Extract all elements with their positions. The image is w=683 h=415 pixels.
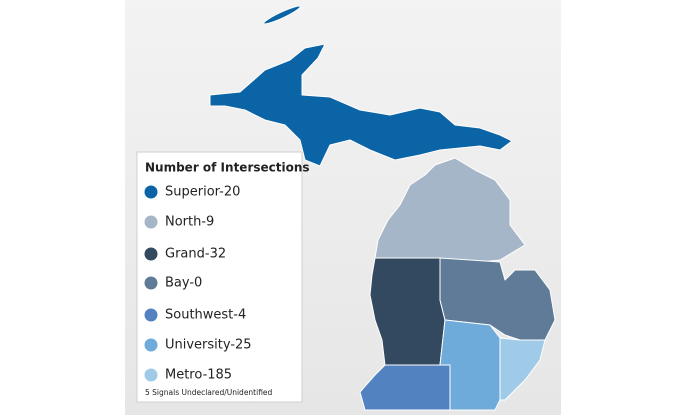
legend-marker xyxy=(144,308,158,322)
legend-label: Southwest-4 xyxy=(165,308,246,323)
region-superior xyxy=(209,43,513,167)
legend-label: Bay-0 xyxy=(165,276,202,291)
region-university xyxy=(439,319,501,411)
legend-label: North-9 xyxy=(165,215,214,230)
legend-title: Number of Intersections xyxy=(145,161,310,175)
legend-items: Superior-20 North-9 Grand-32 Bay-0 Southwest… xyxy=(144,185,252,383)
legend-note: 5 Signals Undeclared/Unidentified xyxy=(145,388,273,397)
legend-label: Superior-20 xyxy=(165,185,240,200)
region-metro xyxy=(499,337,546,401)
legend-label: University-25 xyxy=(165,338,252,353)
legend-label: Grand-32 xyxy=(165,247,226,262)
legend-box xyxy=(136,151,303,403)
legend-marker xyxy=(144,185,158,199)
legend-marker xyxy=(144,368,158,382)
legend-marker xyxy=(144,215,158,229)
legend-marker xyxy=(144,276,158,290)
legend-label: Metro-185 xyxy=(165,368,232,383)
region-superior-isle xyxy=(263,5,301,25)
legend-marker xyxy=(144,338,158,352)
regions xyxy=(209,5,556,411)
legend-marker xyxy=(144,247,158,261)
